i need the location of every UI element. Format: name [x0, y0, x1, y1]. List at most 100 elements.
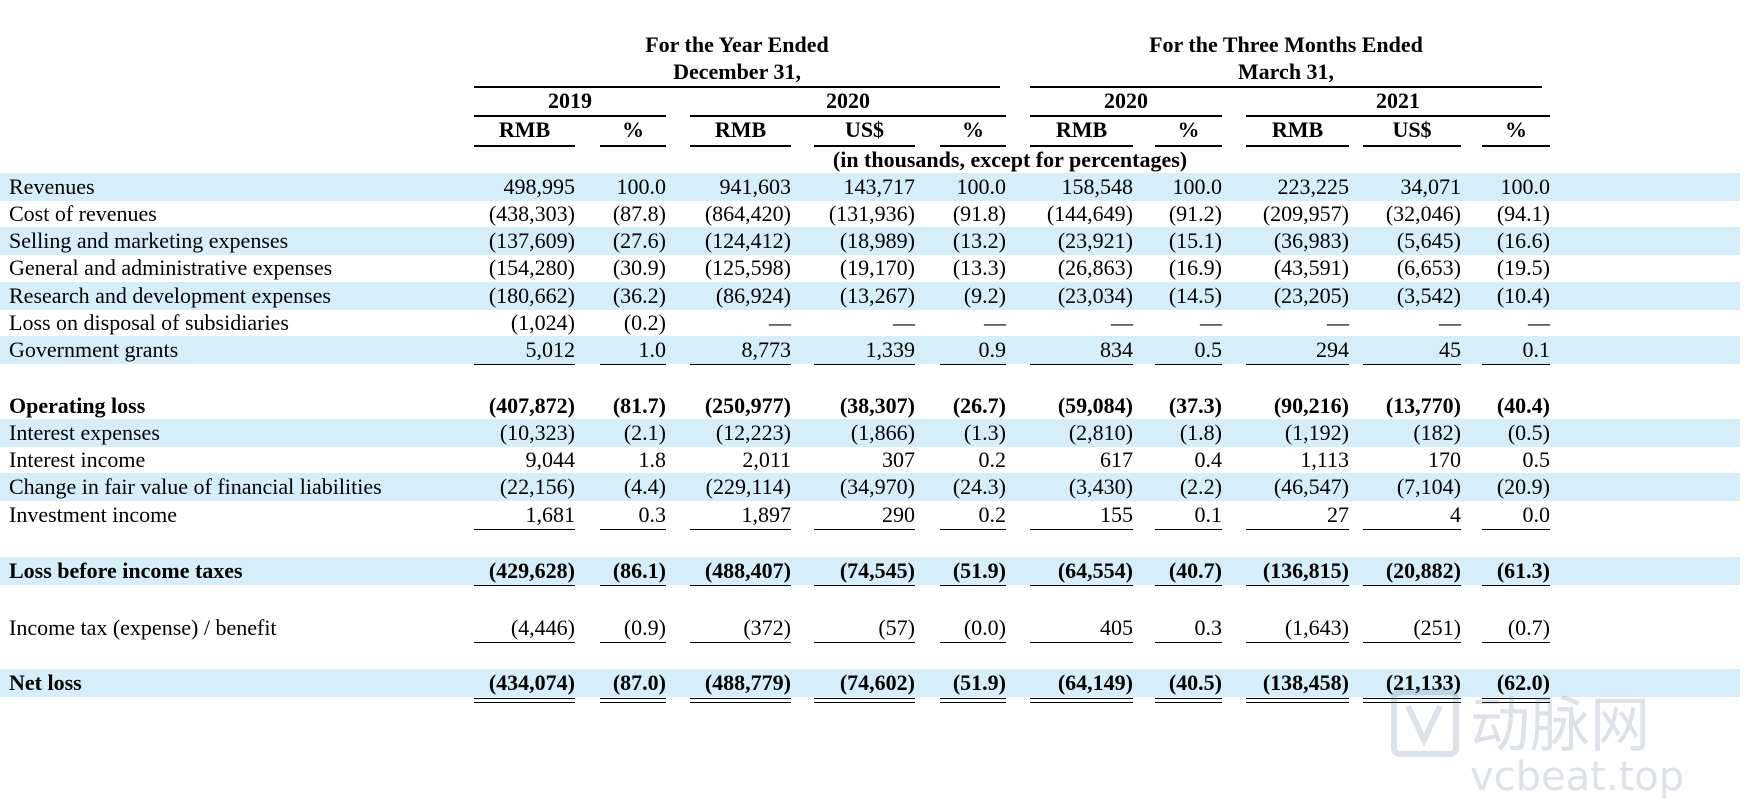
currency-rule-3 — [814, 145, 915, 147]
row-value: (1,643) — [1284, 615, 1349, 640]
row-value: (38,307) — [839, 393, 915, 418]
row-value: (4,446) — [510, 615, 575, 640]
row-value: — — [1111, 310, 1133, 335]
row-value: 155 — [1100, 502, 1133, 527]
row-value: (21,133) — [1385, 670, 1461, 695]
double-underline — [1155, 698, 1222, 703]
underline — [814, 364, 915, 365]
double-underline — [940, 698, 1006, 703]
row-label: Investment income — [9, 502, 178, 527]
double-underline — [690, 698, 791, 703]
row-value: (0.2) — [623, 310, 666, 335]
row-value: (23,205) — [1273, 283, 1349, 308]
year-rule-0 — [474, 115, 666, 117]
row-value: 294 — [1316, 337, 1349, 362]
underline — [814, 585, 915, 586]
row-label: Interest income — [9, 447, 146, 472]
row-value: (1.3) — [963, 420, 1006, 445]
row-value: (144,649) — [1046, 201, 1133, 226]
row-value: (37.3) — [1168, 393, 1222, 418]
row-value: (9.2) — [963, 283, 1006, 308]
row-value: (10,323) — [499, 420, 575, 445]
currency-rule-8 — [1363, 145, 1461, 147]
table-row: Change in fair value of financial liabil… — [0, 473, 1740, 501]
row-value: (488,407) — [704, 558, 791, 583]
row-value: (864,420) — [704, 201, 791, 226]
table-row: Research and development expenses (180,66… — [0, 282, 1740, 310]
row-value: (209,957) — [1262, 201, 1349, 226]
row-value: (43,591) — [1273, 255, 1349, 280]
table-row: Income tax (expense) / benefit (4,446) (0.… — [0, 614, 1740, 642]
row-value: 0.0 — [1522, 502, 1551, 527]
row-value: (0.9) — [623, 615, 666, 640]
underline — [1030, 364, 1133, 365]
row-label: Government grants — [9, 337, 179, 362]
row-value: (36,983) — [1273, 228, 1349, 253]
row-value: 0.5 — [1194, 337, 1223, 362]
row-value: (24.3) — [952, 474, 1006, 499]
underline — [474, 364, 575, 365]
year-group-header-line1: For the Year Ended — [645, 32, 829, 57]
row-value: (86,924) — [715, 283, 791, 308]
underline — [474, 529, 575, 530]
underline — [940, 529, 1006, 530]
row-label: Research and development expenses — [9, 283, 331, 308]
row-value: 0.1 — [1522, 337, 1551, 362]
row-value: 405 — [1100, 615, 1133, 640]
row-value: (20,882) — [1385, 558, 1461, 583]
row-value: 4 — [1450, 502, 1461, 527]
underline — [600, 529, 666, 530]
double-underline — [814, 698, 915, 703]
row-value: (26.7) — [952, 393, 1006, 418]
row-value: (87.8) — [612, 201, 666, 226]
row-value: (1,866) — [850, 420, 915, 445]
row-value: (2.1) — [623, 420, 666, 445]
row-value: (74,545) — [839, 558, 915, 583]
currency-rule-0 — [474, 145, 575, 147]
year-header-3: 2021 — [1376, 88, 1420, 113]
row-value: (22,156) — [499, 474, 575, 499]
underline — [940, 642, 1006, 643]
underline — [690, 364, 791, 365]
row-value: 223,225 — [1277, 174, 1350, 199]
table-row: Loss on disposal of subsidiaries (1,024) (… — [0, 309, 1740, 337]
row-value: (6,653) — [1396, 255, 1461, 280]
row-value: (57) — [878, 615, 915, 640]
row-value: (0.7) — [1507, 615, 1550, 640]
row-value: (18,989) — [839, 228, 915, 253]
row-value: 1.0 — [638, 337, 667, 362]
underline — [1030, 642, 1133, 643]
row-value: (125,598) — [704, 255, 791, 280]
quarter-group-header-line1: For the Three Months Ended — [1149, 32, 1423, 57]
row-value: 0.3 — [1194, 615, 1223, 640]
table-row: Interest expenses (10,323) (2.1) (12,223) (1… — [0, 419, 1740, 447]
row-value: (46,547) — [1273, 474, 1349, 499]
row-value: (250,977) — [704, 393, 791, 418]
row-value: 834 — [1100, 337, 1133, 362]
row-value: (36.2) — [612, 283, 666, 308]
row-value: — — [769, 310, 791, 335]
row-value: (488,779) — [704, 670, 791, 695]
currency-rule-2 — [690, 145, 791, 147]
underline — [1155, 364, 1222, 365]
row-value: (34,970) — [839, 474, 915, 499]
row-value: (137,609) — [488, 228, 575, 253]
row-value: (438,303) — [488, 201, 575, 226]
row-value: (14.5) — [1168, 283, 1222, 308]
currency-rule-4 — [940, 145, 1006, 147]
double-underline — [600, 698, 666, 703]
underline — [1482, 585, 1550, 586]
row-value: 1,339 — [865, 337, 916, 362]
currency-header-6: % — [1177, 117, 1200, 142]
underline — [690, 585, 791, 586]
currency-header-1: % — [622, 117, 644, 142]
double-underline — [1030, 698, 1133, 703]
row-value: — — [893, 310, 915, 335]
row-value: (229,114) — [705, 474, 791, 499]
row-value: (407,872) — [488, 393, 575, 418]
table-row: Loss before income taxes (429,628) (86.1) (… — [0, 557, 1740, 585]
underline — [1482, 529, 1550, 530]
row-value: (27.6) — [612, 228, 666, 253]
row-value: (429,628) — [488, 558, 575, 583]
